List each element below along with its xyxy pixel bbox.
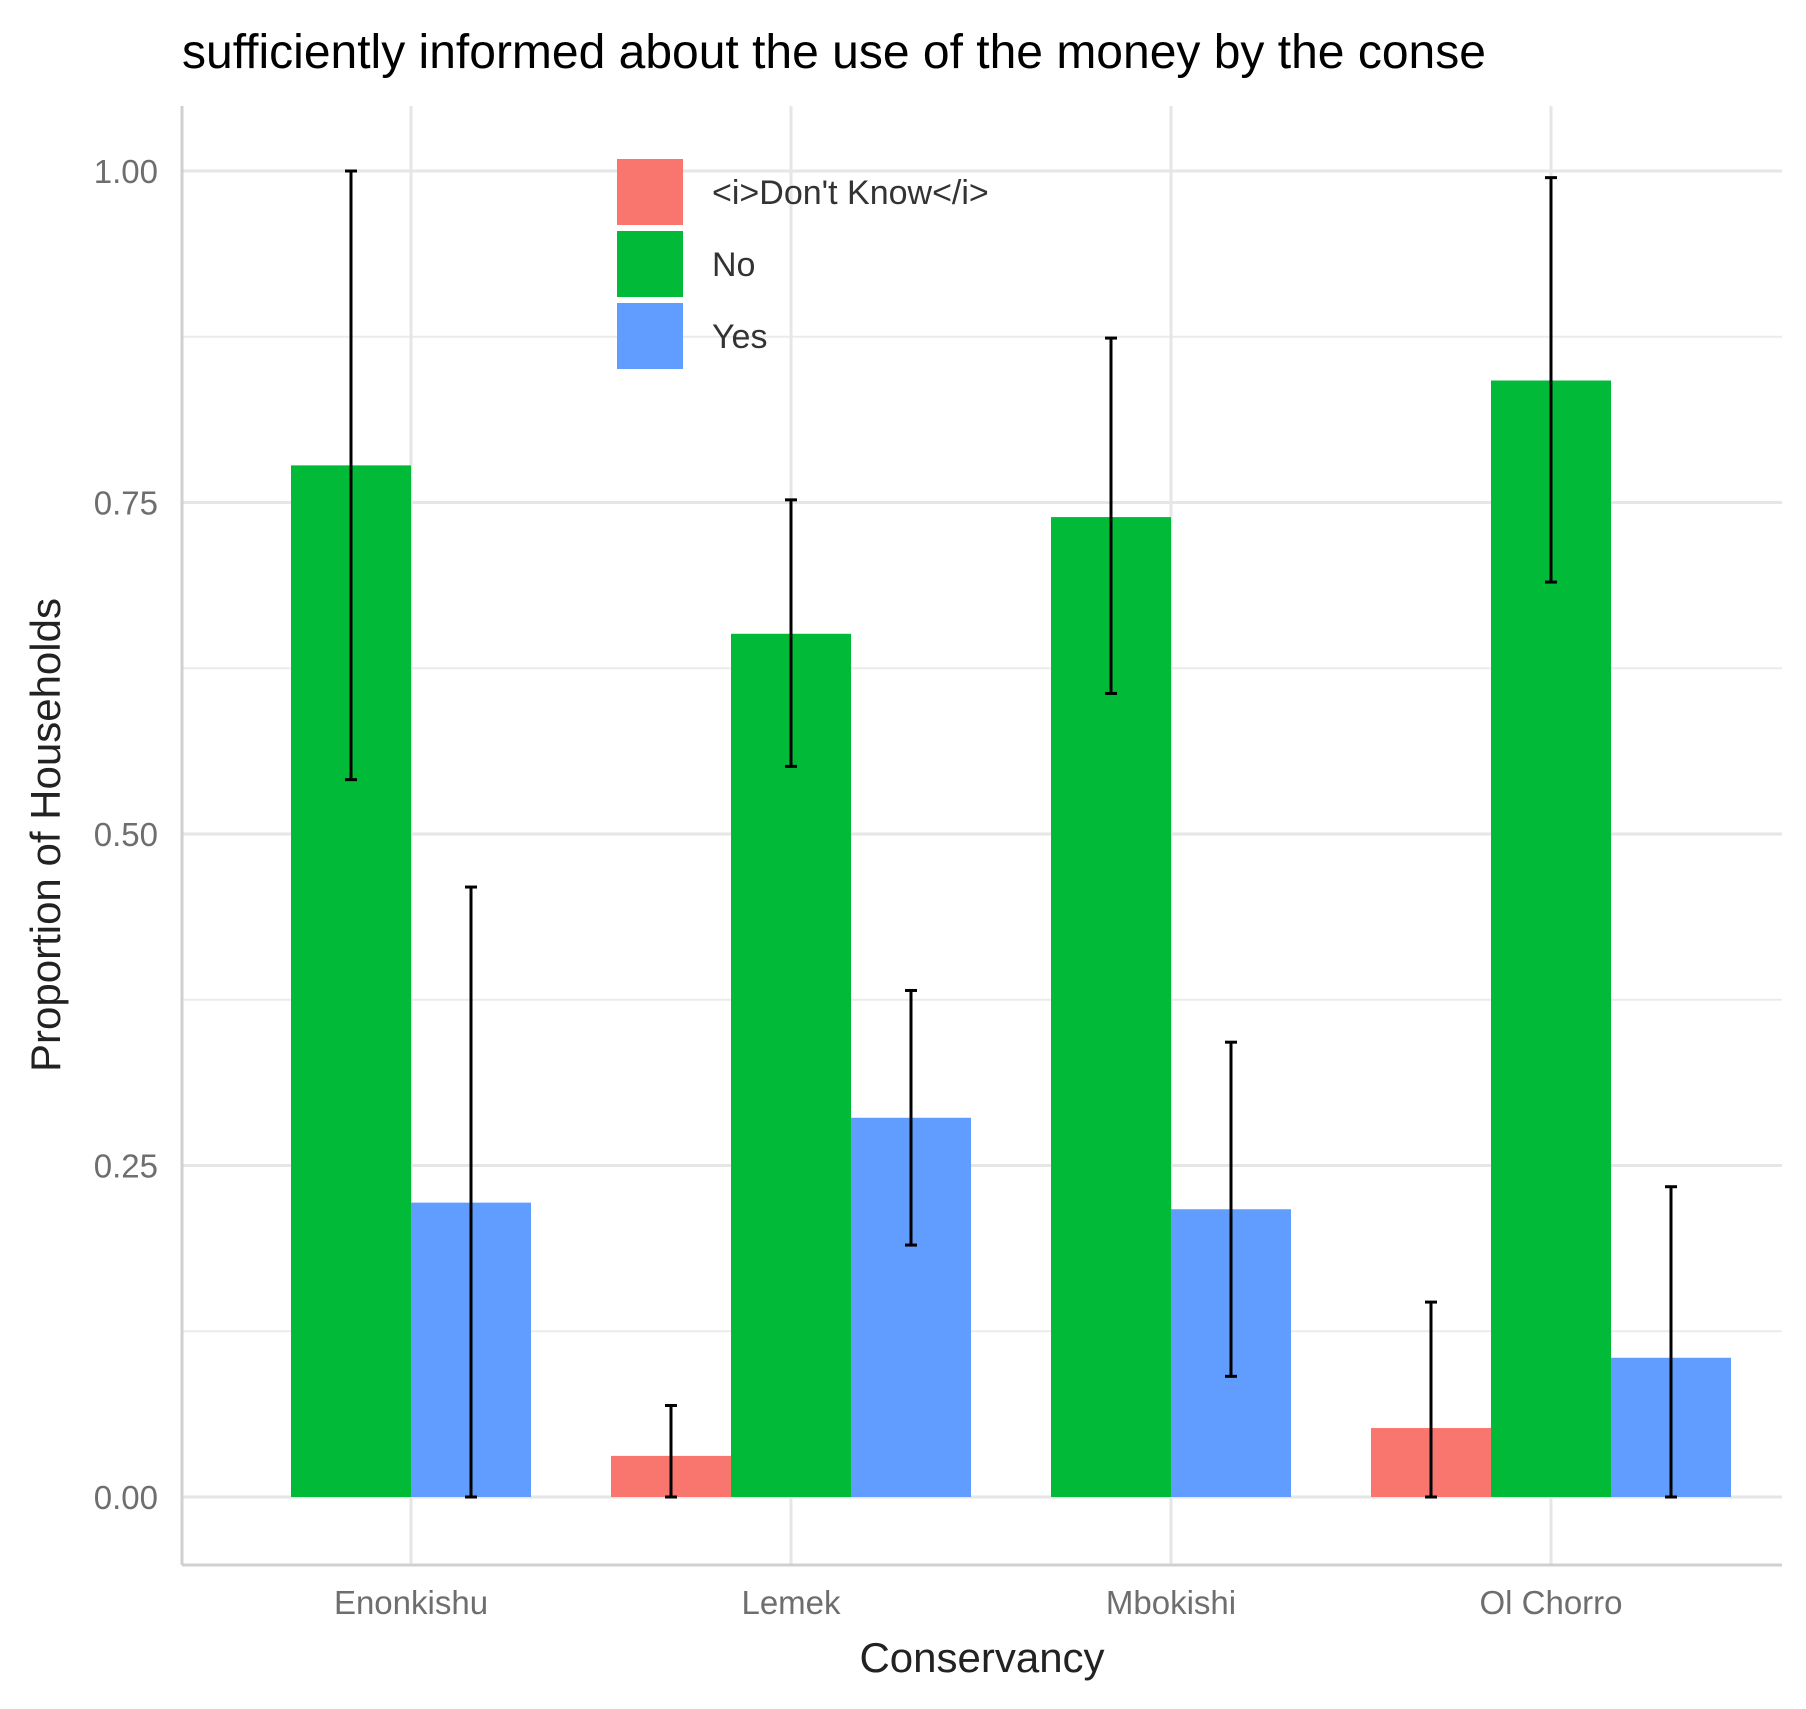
x-axis-title: Conservancy <box>859 1634 1104 1681</box>
error-bar <box>1425 1300 1437 1499</box>
y-tick-label: 1.00 <box>94 153 158 190</box>
legend-key <box>617 303 683 369</box>
x-tick-label: Enonkishu <box>334 1584 488 1621</box>
y-tick-label: 0.00 <box>94 1479 158 1516</box>
axes <box>180 106 1782 1567</box>
legend-key <box>617 159 683 225</box>
error-bar <box>1545 176 1557 584</box>
legend: <i>Don't Know</i> No Yes <box>617 159 989 369</box>
error-bar <box>345 169 357 782</box>
y-tick-label: 0.50 <box>94 816 158 853</box>
y-tick-labels: 0.00 0.25 0.50 0.75 1.00 <box>94 153 158 1516</box>
x-tick-label: Mbokishi <box>1106 1584 1236 1621</box>
legend-label: Yes <box>712 318 767 356</box>
chart-title: sufficiently informed about the use of t… <box>182 26 1486 79</box>
error-bar <box>905 988 917 1247</box>
x-tick-label: Lemek <box>741 1584 841 1621</box>
legend-label: No <box>712 246 755 284</box>
legend-label: <i>Don't Know</i> <box>712 174 989 212</box>
error-bar <box>1105 336 1117 695</box>
error-bar <box>785 498 797 768</box>
bar-lemek-1 <box>731 633 851 1497</box>
error-bar <box>665 1404 677 1499</box>
bars <box>291 380 1731 1497</box>
y-tick-label: 0.75 <box>94 485 158 522</box>
y-axis-title: Proportion of Households <box>22 598 69 1072</box>
error-bars <box>345 169 1677 1499</box>
error-bar <box>1665 1185 1677 1499</box>
legend-key <box>617 231 683 297</box>
y-tick-label: 0.25 <box>94 1148 158 1185</box>
error-bar <box>1225 1040 1237 1378</box>
x-tick-label: Ol Chorro <box>1479 1584 1622 1621</box>
error-bar <box>465 885 477 1499</box>
x-tick-labels: Enonkishu Lemek Mbokishi Ol Chorro <box>334 1584 1623 1621</box>
